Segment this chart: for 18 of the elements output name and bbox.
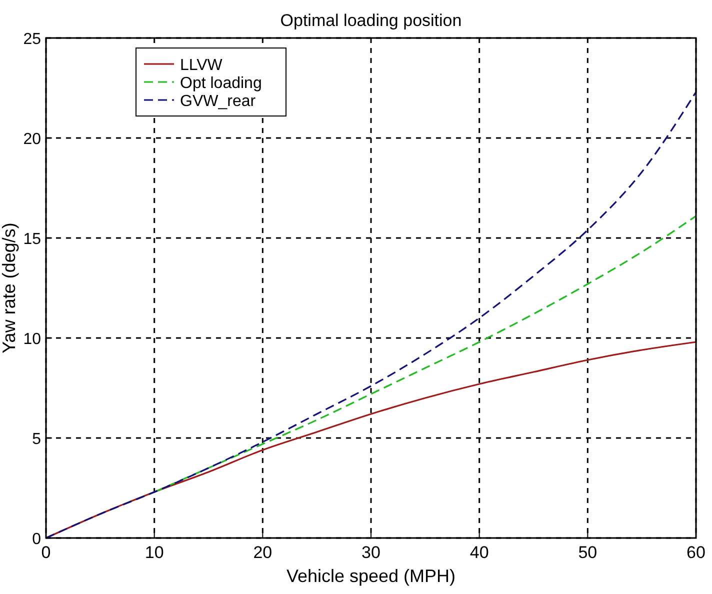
y-tick-label: 15 [23,231,42,248]
x-tick-label: 10 [144,543,164,562]
legend-label: GVW_rear [180,93,256,110]
x-tick-label: 40 [470,543,489,562]
y-tick-label: 10 [23,331,42,348]
chart-title: Optimal loading position [280,11,462,30]
y-tick-label: 25 [23,31,42,48]
x-axis-title: Vehicle speed (MPH) [286,566,456,586]
y-axis-title: Yaw rate (deg/s) [0,222,19,354]
y-tick-label: 0 [32,531,42,548]
x-tick-label: 30 [362,543,380,562]
y-tick-label: 5 [32,431,42,448]
x-tick-label: 50 [578,543,598,562]
legend-label: LLVW [180,57,224,74]
legend-label: Opt loading [180,75,262,92]
x-tick-label: 20 [253,543,272,562]
y-tick-label: 20 [23,131,42,148]
x-tick-label: 60 [686,543,706,562]
